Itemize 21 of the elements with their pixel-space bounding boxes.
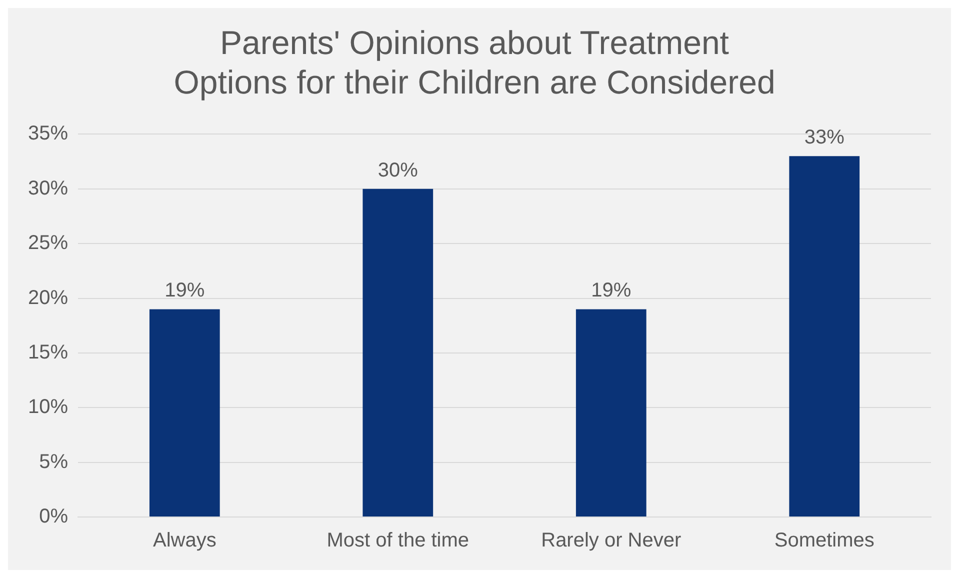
y-tick-label: 30% [28,177,68,200]
y-tick-label: 10% [28,396,68,418]
x-tick-label: Rarely or Never [541,530,682,552]
y-tick-label: 15% [28,341,68,364]
bar [149,309,220,516]
bar [576,309,646,516]
chart-title: Parents' Opinions about Treatment Options for their Children are Considered [174,24,776,100]
y-tick-label: 35% [28,122,68,145]
data-label: 33% [804,126,845,149]
data-label: 30% [378,159,418,182]
y-tick-label: 5% [39,450,68,473]
x-tick-label: Most of the time [326,530,470,552]
data-label: 19% [591,280,632,302]
y-tick-label: 0% [39,506,68,528]
x-tick-label: Always [152,530,216,552]
y-tick-label: 25% [28,232,68,254]
x-tick-label: Sometimes [774,530,874,552]
bar [362,188,434,516]
y-tick-label: 20% [28,286,68,309]
bar [789,156,860,516]
data-label: 19% [164,280,205,302]
